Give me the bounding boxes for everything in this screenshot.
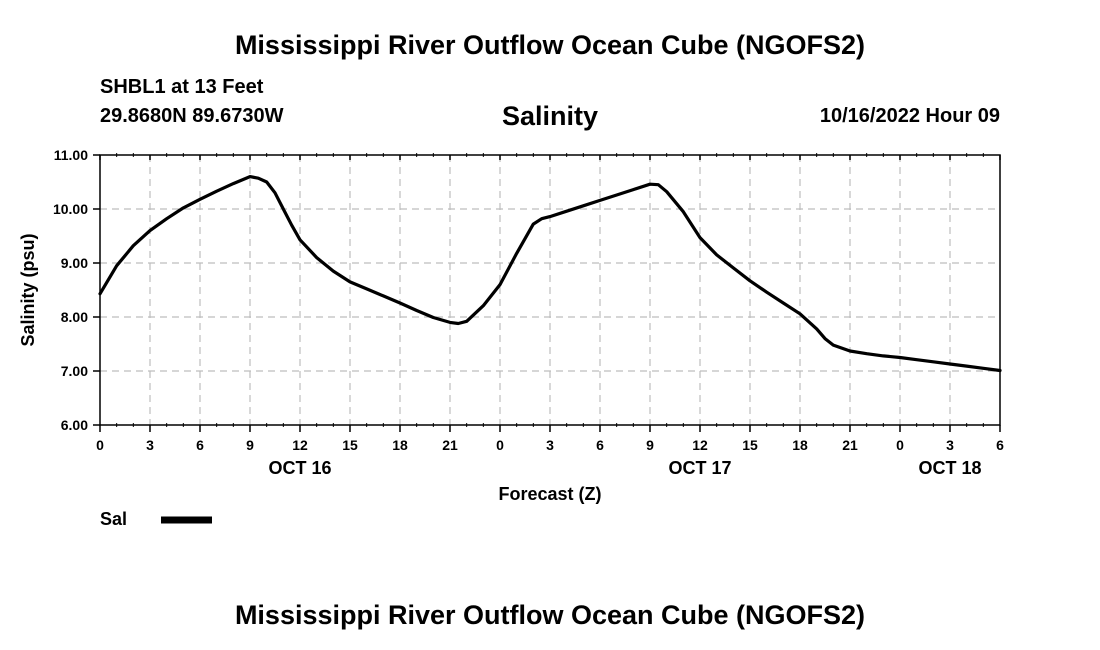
x-tick-label: 3 (546, 437, 554, 453)
x-tick-label: 3 (946, 437, 954, 453)
variable-title: Salinity (501, 101, 599, 131)
x-tick-label: 21 (842, 437, 858, 453)
x-tick-label: 9 (246, 437, 254, 453)
y-tick-label: 8.00 (61, 309, 88, 325)
date-label: OCT 17 (668, 458, 731, 478)
x-tick-label: 0 (896, 437, 904, 453)
y-tick-label: 9.00 (61, 255, 88, 271)
series-line-sal (98, 175, 1002, 373)
x-tick-label: 0 (496, 437, 504, 453)
x-tick-label: 15 (342, 437, 358, 453)
date-label: OCT 18 (918, 458, 981, 478)
x-tick-label: 6 (596, 437, 604, 453)
legend-label-sal: Sal (100, 509, 127, 529)
grid-lines (100, 155, 1000, 425)
station-label: SHBL1 at 13 Feet (100, 76, 264, 98)
y-tick-label: 10.00 (53, 201, 88, 217)
x-tick-label: 6 (196, 437, 204, 453)
axis-ticks: 6.00 7.00 8.00 9.00 10.00 11.00 0 3 6 9 12 15 18 21 0 3… (53, 147, 1004, 478)
x-tick-label: 18 (392, 437, 408, 453)
x-tick-label: 18 (792, 437, 808, 453)
x-tick-label: 12 (292, 437, 308, 453)
run-time-label: 10/16/2022 Hour 09 (819, 105, 1000, 127)
salinity-chart: 6.00 7.00 8.00 9.00 10.00 11.00 0 3 6 9 12 15 18 21 0 3… (18, 147, 1004, 529)
footer-title: Mississippi River Outflow Ocean Cube (NG… (234, 600, 866, 630)
x-tick-label: 15 (742, 437, 758, 453)
x-tick-label: 12 (692, 437, 708, 453)
date-label: OCT 16 (268, 458, 331, 478)
legend: Sal (100, 509, 212, 529)
x-tick-label: 3 (146, 437, 154, 453)
y-axis-label: Salinity (psu) (18, 233, 38, 346)
y-tick-label: 7.00 (61, 363, 88, 379)
x-axis-label: Forecast (Z) (498, 484, 601, 504)
coordinates-label: 29.8680N 89.6730W (100, 105, 284, 127)
y-tick-label: 6.00 (61, 417, 88, 433)
x-tick-label: 9 (646, 437, 654, 453)
x-tick-label: 21 (442, 437, 458, 453)
x-tick-label: 0 (96, 437, 104, 453)
series-layer (98, 175, 1002, 373)
x-tick-label: 6 (996, 437, 1004, 453)
chart-title: Mississippi River Outflow Ocean Cube (NG… (234, 30, 866, 60)
y-tick-label: 11.00 (54, 147, 88, 163)
